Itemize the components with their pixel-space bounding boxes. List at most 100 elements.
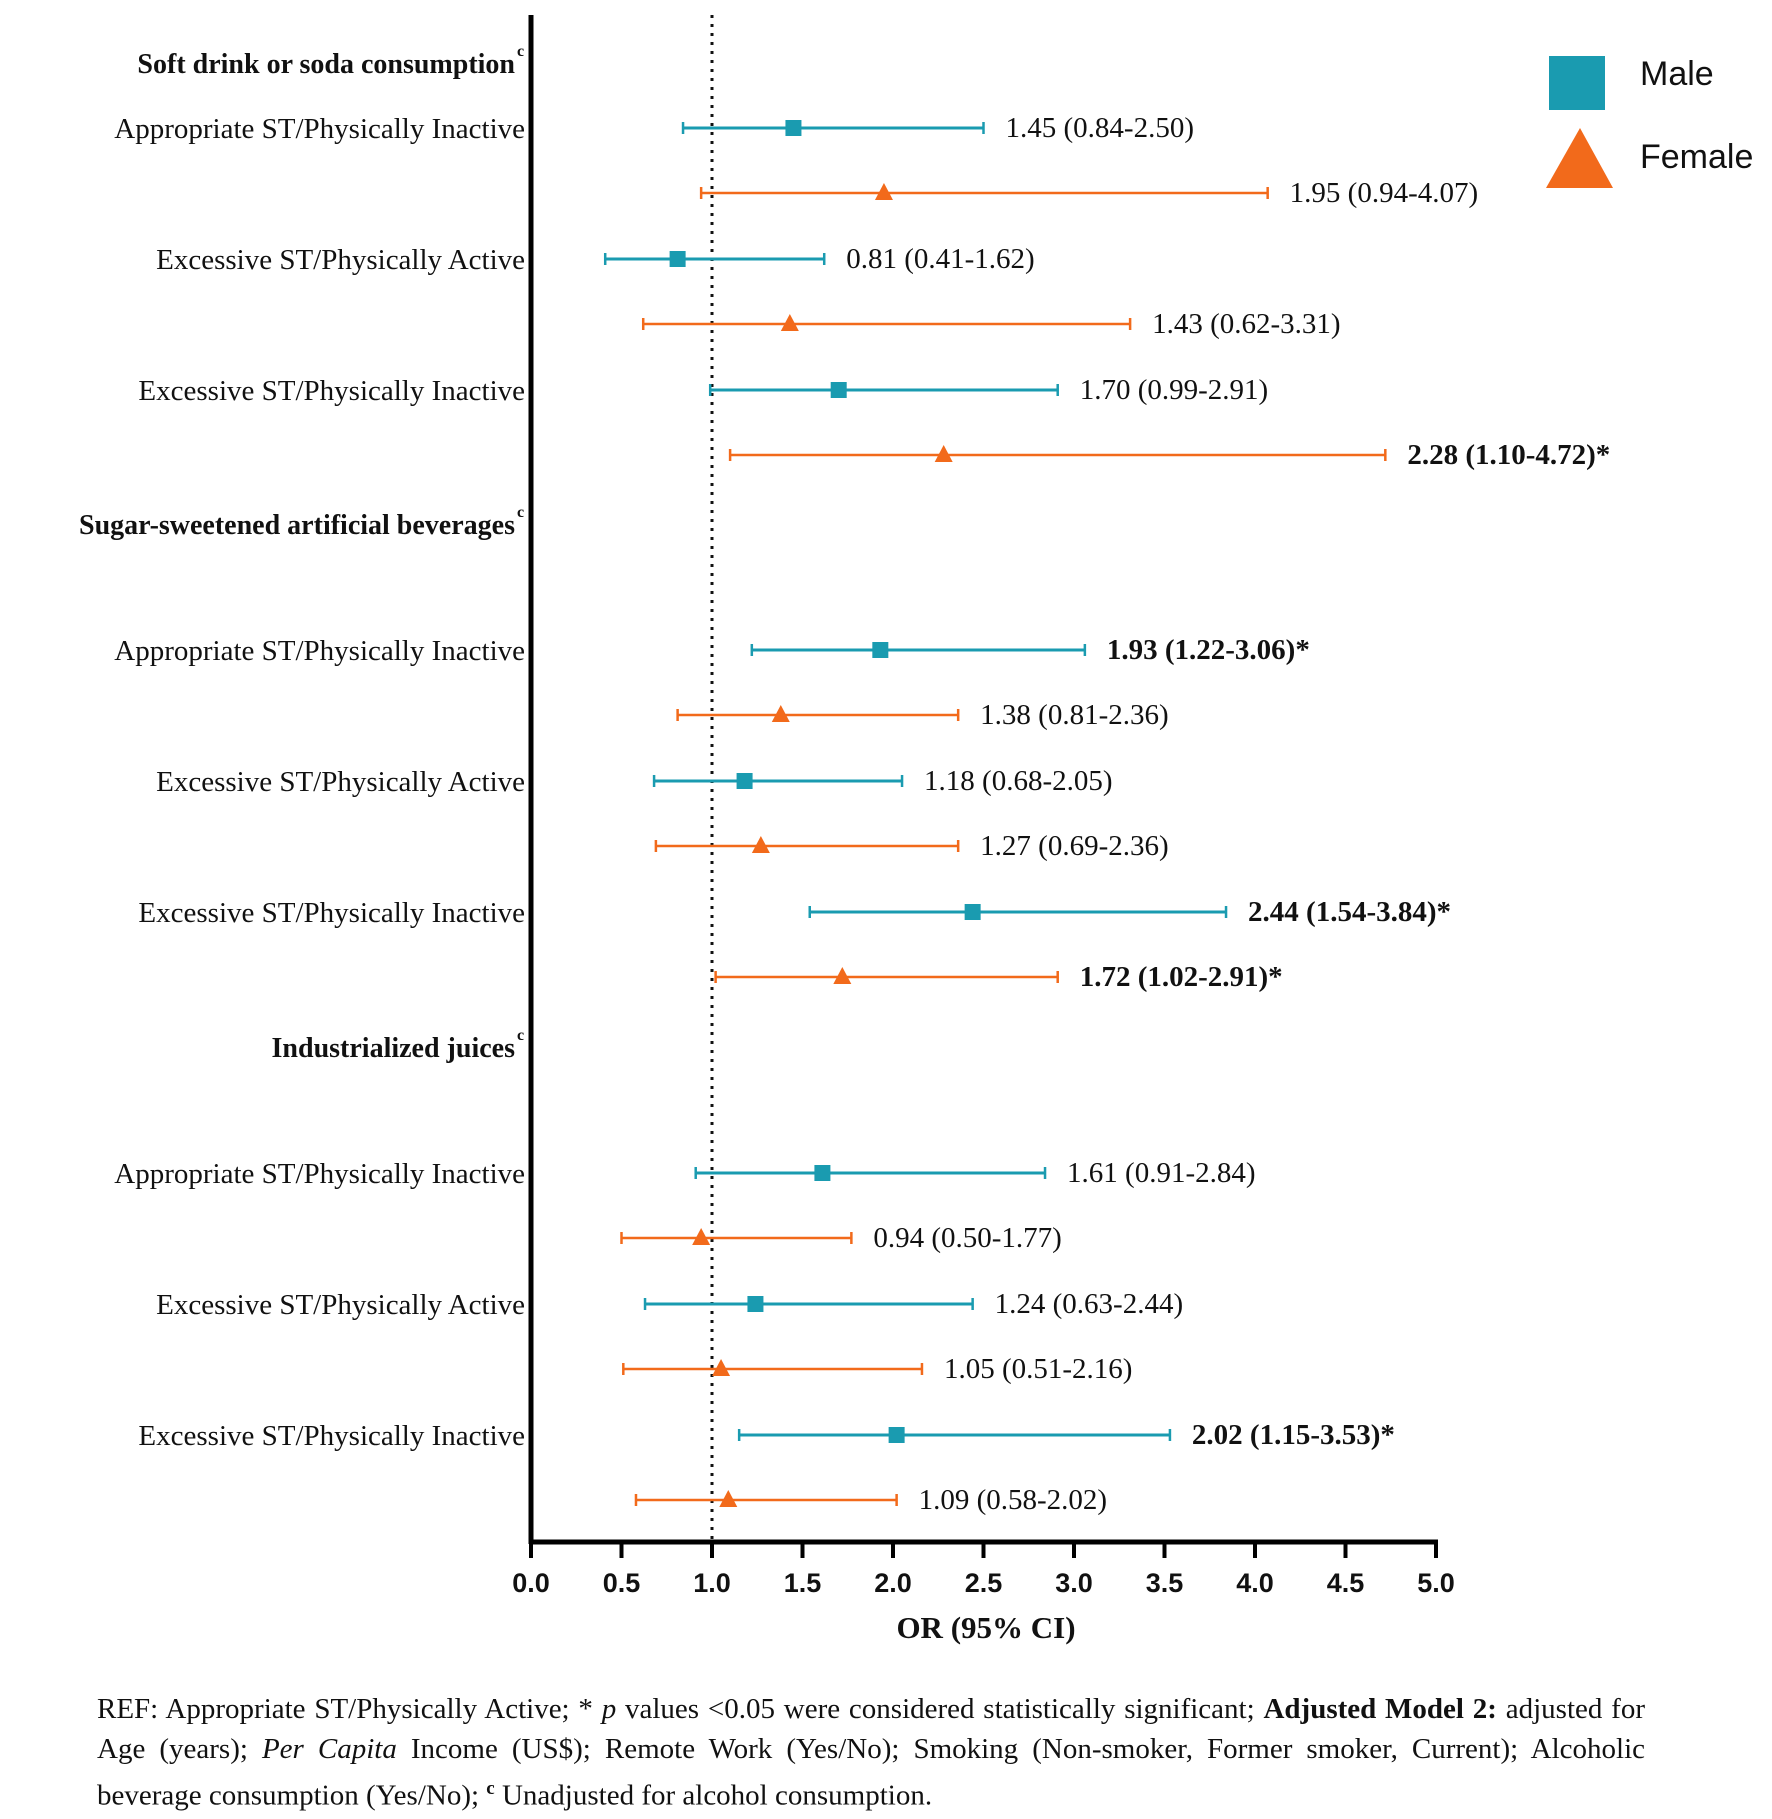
male-estimate: 1.24 (0.63-2.44) (643, 1288, 1183, 1320)
male-square-marker (814, 1165, 831, 1181)
female-estimate: 1.43 (0.62-3.31) (641, 308, 1341, 340)
row-label: Excessive ST/Physically Active (156, 1289, 525, 1321)
legend-male-label: Male (1640, 55, 1714, 93)
group-title: Industrialized juices (272, 1033, 516, 1064)
female-triangle-marker (712, 1359, 731, 1376)
female-triangle-marker (833, 967, 852, 984)
male-or-label: 2.02 (1.15-3.53)* (1192, 1419, 1395, 1451)
female-estimate: 1.05 (0.51-2.16) (622, 1353, 1132, 1385)
male-estimate: 2.44 (1.54-3.84)* (808, 896, 1451, 928)
male-estimate: 1.61 (0.91-2.84) (694, 1157, 1256, 1189)
female-estimate: 1.72 (1.02-2.91)* (714, 961, 1283, 993)
female-estimate: 1.09 (0.58-2.02) (634, 1484, 1107, 1516)
female-or-label: 1.72 (1.02-2.91)* (1080, 961, 1283, 993)
x-tick-label: 3.0 (1055, 1568, 1093, 1598)
female-or-label: 1.27 (0.69-2.36) (980, 830, 1168, 862)
female-estimate: 1.27 (0.69-2.36) (654, 830, 1169, 862)
row-label: Appropriate ST/Physically Inactive (114, 1158, 525, 1190)
row-label: Excessive ST/Physically Inactive (138, 1420, 525, 1452)
row-label: Excessive ST/Physically Active (156, 766, 525, 798)
female-estimate: 1.95 (0.94-4.07) (699, 177, 1478, 209)
x-tick-label: 2.0 (874, 1568, 912, 1598)
footnote-c-mark: c (486, 1778, 495, 1799)
x-tick-label: 0.0 (512, 1568, 550, 1598)
footnote-income: Income (US$); Remote Work (Yes/No); Smok… (97, 1733, 1646, 1812)
row-label: Appropriate ST/Physically Inactive (114, 635, 525, 667)
female-or-label: 1.05 (0.51-2.16) (944, 1353, 1132, 1385)
group-title-superscript: c (517, 504, 524, 521)
footnote-per-capita: Per Capita (261, 1733, 397, 1765)
female-triangle-marker (934, 445, 953, 462)
male-estimate: 1.45 (0.84-2.50) (681, 112, 1194, 144)
male-estimate: 1.18 (0.68-2.05) (652, 765, 1113, 797)
footnote-p: p (601, 1693, 617, 1725)
footnote-ref: REF: Appropriate ST/Physically Active; * (97, 1693, 602, 1725)
male-or-label: 1.24 (0.63-2.44) (995, 1288, 1183, 1320)
female-or-label: 1.43 (0.62-3.31) (1152, 308, 1340, 340)
female-triangle-marker (719, 1490, 738, 1507)
male-or-label: 1.93 (1.22-3.06)* (1107, 634, 1310, 666)
x-tick-label: 2.5 (965, 1568, 1003, 1598)
x-tick-label: 5.0 (1417, 1568, 1455, 1598)
row-labels: Appropriate ST/Physically Inactive Excess… (114, 113, 525, 1452)
row-label: Excessive ST/Physically Active (156, 244, 525, 276)
female-triangle-marker (874, 183, 893, 200)
male-square-marker (872, 642, 889, 658)
male-square-marker (888, 1427, 905, 1443)
x-axis-label: OR (95% CI) (896, 1610, 1075, 1645)
female-triangle-marker (771, 705, 790, 722)
footnote: REF: Appropriate ST/Physically Active; *… (97, 1689, 1645, 1816)
group-title-superscript: c (517, 43, 524, 60)
axis-layer: 0.0 0.5 1.0 1.5 2.0 2.5 3.0 3.5 4.0 4.5 5.0 (512, 15, 1455, 1598)
row-label: Appropriate ST/Physically Inactive (114, 113, 525, 145)
male-square-marker (669, 251, 686, 267)
x-tick-label: 3.5 (1146, 1568, 1184, 1598)
male-or-label: 1.18 (0.68-2.05) (924, 765, 1112, 797)
male-estimate: 0.81 (0.41-1.62) (603, 243, 1035, 275)
male-or-label: 2.44 (1.54-3.84)* (1248, 896, 1451, 928)
x-tick-label: 1.5 (784, 1568, 822, 1598)
female-or-label: 1.95 (0.94-4.07) (1290, 177, 1478, 209)
male-or-label: 1.70 (0.99-2.91) (1080, 374, 1268, 406)
female-estimate: 0.94 (0.50-1.77) (620, 1222, 1062, 1254)
group-title-superscript: c (517, 1027, 524, 1044)
x-tick-label: 4.5 (1327, 1568, 1365, 1598)
group-title: Sugar-sweetened artificial beverages (79, 510, 515, 541)
legend-female-triangle (1546, 128, 1613, 188)
estimate-marks: 1.45 (0.84-2.50) 1.95 (0.94-4.07) 0.81 (0.… (603, 112, 1610, 1516)
female-estimate: 2.28 (1.10-4.72)* (728, 439, 1610, 471)
female-triangle-marker (780, 314, 799, 331)
male-square-marker (785, 120, 802, 136)
group-title: Soft drink or soda consumption (137, 49, 515, 80)
female-or-label: 1.38 (0.81-2.36) (980, 699, 1168, 731)
male-square-marker (747, 1296, 764, 1312)
legend: Male Female (1546, 55, 1753, 188)
male-or-label: 1.61 (0.91-2.84) (1067, 1157, 1255, 1189)
male-or-label: 1.45 (0.84-2.50) (1006, 112, 1194, 144)
forest-plot: 0.0 0.5 1.0 1.5 2.0 2.5 3.0 3.5 4.0 4.5 5.0 Soft d… (79, 15, 1753, 1645)
x-tick-label: 4.0 (1236, 1568, 1274, 1598)
female-or-label: 2.28 (1.10-4.72)* (1407, 439, 1610, 471)
footnote-adjusted: adjusted for Age (years); (97, 1693, 1645, 1765)
x-tick-label: 0.5 (603, 1568, 641, 1598)
male-square-marker (736, 773, 753, 789)
female-estimate: 1.38 (0.81-2.36) (676, 699, 1169, 731)
female-or-label: 1.09 (0.58-2.02) (919, 1484, 1107, 1516)
female-triangle-marker (692, 1228, 711, 1245)
row-label: Excessive ST/Physically Inactive (138, 897, 525, 929)
male-estimate: 2.02 (1.15-3.53)* (737, 1419, 1395, 1451)
footnote-significance: values <0.05 were considered statistical… (616, 1693, 1264, 1725)
male-or-label: 0.81 (0.41-1.62) (846, 243, 1034, 275)
male-square-marker (830, 382, 847, 398)
male-estimate: 1.70 (0.99-2.91) (708, 374, 1268, 406)
x-tick-label: 1.0 (693, 1568, 731, 1598)
male-estimate: 1.93 (1.22-3.06)* (750, 634, 1310, 666)
female-triangle-marker (751, 836, 770, 853)
row-label: Excessive ST/Physically Inactive (138, 375, 525, 407)
group-titles: Soft drink or soda consumption cSugar-swe… (79, 43, 524, 1064)
footnote-model-label: Adjusted Model 2: (1263, 1693, 1497, 1725)
legend-male-square (1549, 56, 1605, 110)
female-or-label: 0.94 (0.50-1.77) (873, 1222, 1061, 1254)
legend-female-label: Female (1640, 138, 1753, 176)
footnote-unadjusted: Unadjusted for alcohol consumption. (494, 1779, 933, 1812)
